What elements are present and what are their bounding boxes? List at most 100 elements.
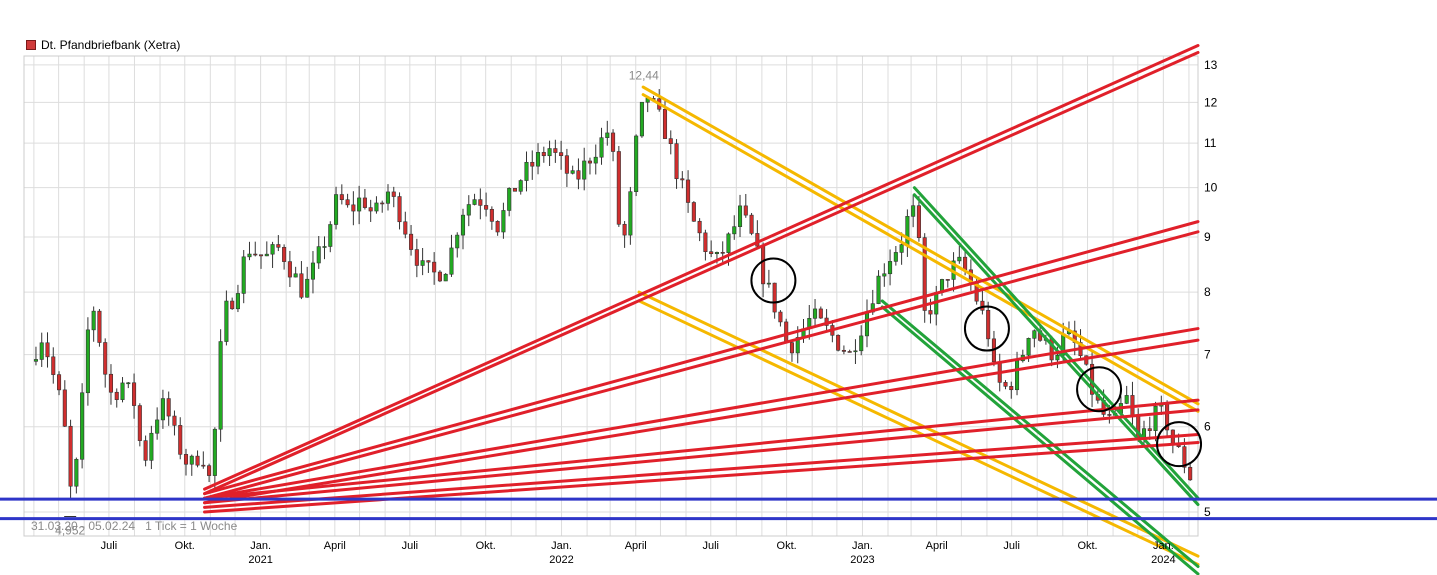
candle-down <box>836 334 841 351</box>
candle-down <box>680 178 685 181</box>
candle-up <box>524 161 529 181</box>
green-trend-line <box>880 305 1200 575</box>
legend-swatch <box>26 40 36 50</box>
y-tick-label: 7 <box>1204 348 1211 362</box>
candle-down <box>945 279 950 281</box>
y-tick-label: 11 <box>1204 136 1217 150</box>
candle-down <box>172 415 177 426</box>
candle-down <box>755 233 760 247</box>
y-tick-label: 5 <box>1204 505 1211 519</box>
x-tick-label: Okt. <box>1077 540 1097 552</box>
green-trend-line <box>880 299 1200 569</box>
candle-down <box>68 425 73 487</box>
candle-up <box>911 205 916 217</box>
y-tick-label: 9 <box>1204 230 1211 244</box>
x-tick-label: April <box>625 540 647 552</box>
candle-up <box>316 246 321 264</box>
candle-down <box>258 254 264 257</box>
candle-down <box>709 251 714 255</box>
candle-down <box>403 221 408 235</box>
candle-up <box>305 278 310 298</box>
candle-down <box>143 440 148 461</box>
highlight-circle <box>1156 421 1203 468</box>
candle-up <box>893 252 898 262</box>
red-trend-line <box>203 50 1200 496</box>
red-trend-line <box>203 230 1200 500</box>
x-year-label: 2021 <box>248 554 272 566</box>
candle-down <box>553 148 558 153</box>
candle-up <box>732 226 737 235</box>
x-tick-label: Jan. <box>1153 540 1174 552</box>
candle-down <box>662 108 668 139</box>
candle-up <box>293 273 298 278</box>
candle-down <box>484 205 489 210</box>
candle-down <box>749 214 754 234</box>
candle-down <box>45 342 50 358</box>
candle-down <box>1182 446 1187 468</box>
y-tick-label: 12 <box>1204 95 1218 109</box>
candle-down <box>495 221 500 233</box>
candle-up <box>899 244 904 253</box>
legend: Dt. Pfandbriefbank (Xetra) <box>26 38 180 52</box>
candle-up <box>1055 354 1060 361</box>
candle-up <box>460 214 466 236</box>
candle-down <box>541 152 546 157</box>
x-axis: Juli Okt. Jan. 2021 April Juli Okt. Jan. 2022 Apr… <box>101 540 1176 566</box>
candle-up <box>570 170 575 174</box>
period-footnote: 31.03.20 - 05.02.24 1 Tick = 1 Woche <box>31 519 237 533</box>
candle-down <box>339 194 344 201</box>
candle-down <box>928 310 933 315</box>
candle-down <box>132 382 137 406</box>
candle-down <box>362 197 367 208</box>
candle-down <box>103 342 108 375</box>
candle-down <box>668 138 673 144</box>
candle-up <box>859 335 864 352</box>
candle-down <box>691 202 696 222</box>
candle-down <box>183 454 189 465</box>
candle-up <box>766 282 771 285</box>
candle-down <box>1147 428 1152 431</box>
y-tick-label: 8 <box>1204 285 1211 299</box>
highlight-circles <box>750 257 1203 468</box>
candle-up <box>149 432 154 461</box>
x-tick-label: Juli <box>402 540 419 552</box>
max-label: 12,44 <box>629 69 659 83</box>
candle-down <box>986 309 991 340</box>
candle-down <box>743 205 748 216</box>
candle-up <box>726 233 731 253</box>
candle-up <box>507 188 512 211</box>
candle-up <box>882 273 887 277</box>
candle-down <box>351 204 356 212</box>
candle-down <box>720 252 725 254</box>
candle-down <box>784 321 789 344</box>
candle-down <box>841 349 846 352</box>
candle-down <box>616 151 621 225</box>
y-tick-label: 13 <box>1204 58 1218 72</box>
x-tick-label: Jan. <box>250 540 271 552</box>
candle-down <box>166 398 171 417</box>
red-trend-line <box>203 398 1200 500</box>
tick-text: 1 Tick = 1 Woche <box>145 519 238 533</box>
candle-down <box>62 389 67 427</box>
yellow-trend-line <box>637 299 1200 566</box>
candle-down <box>587 160 593 164</box>
candle-up <box>160 398 165 421</box>
candle-up <box>888 261 893 275</box>
candle-down <box>530 161 535 167</box>
candle-down <box>282 246 287 262</box>
candle-down <box>276 244 281 248</box>
candle-down <box>253 253 258 256</box>
candle-up <box>334 194 339 225</box>
x-tick-label: Okt. <box>476 540 496 552</box>
highlight-circle <box>750 257 797 304</box>
candle-up <box>536 152 541 167</box>
candle-up <box>795 337 800 354</box>
candle-up <box>813 308 818 319</box>
candle-up <box>322 246 327 248</box>
candle-up <box>443 273 448 282</box>
red-trend-line <box>203 220 1200 496</box>
y-tick-label: 10 <box>1204 181 1218 195</box>
candle-down <box>818 308 823 319</box>
red-trend-line <box>203 44 1200 491</box>
